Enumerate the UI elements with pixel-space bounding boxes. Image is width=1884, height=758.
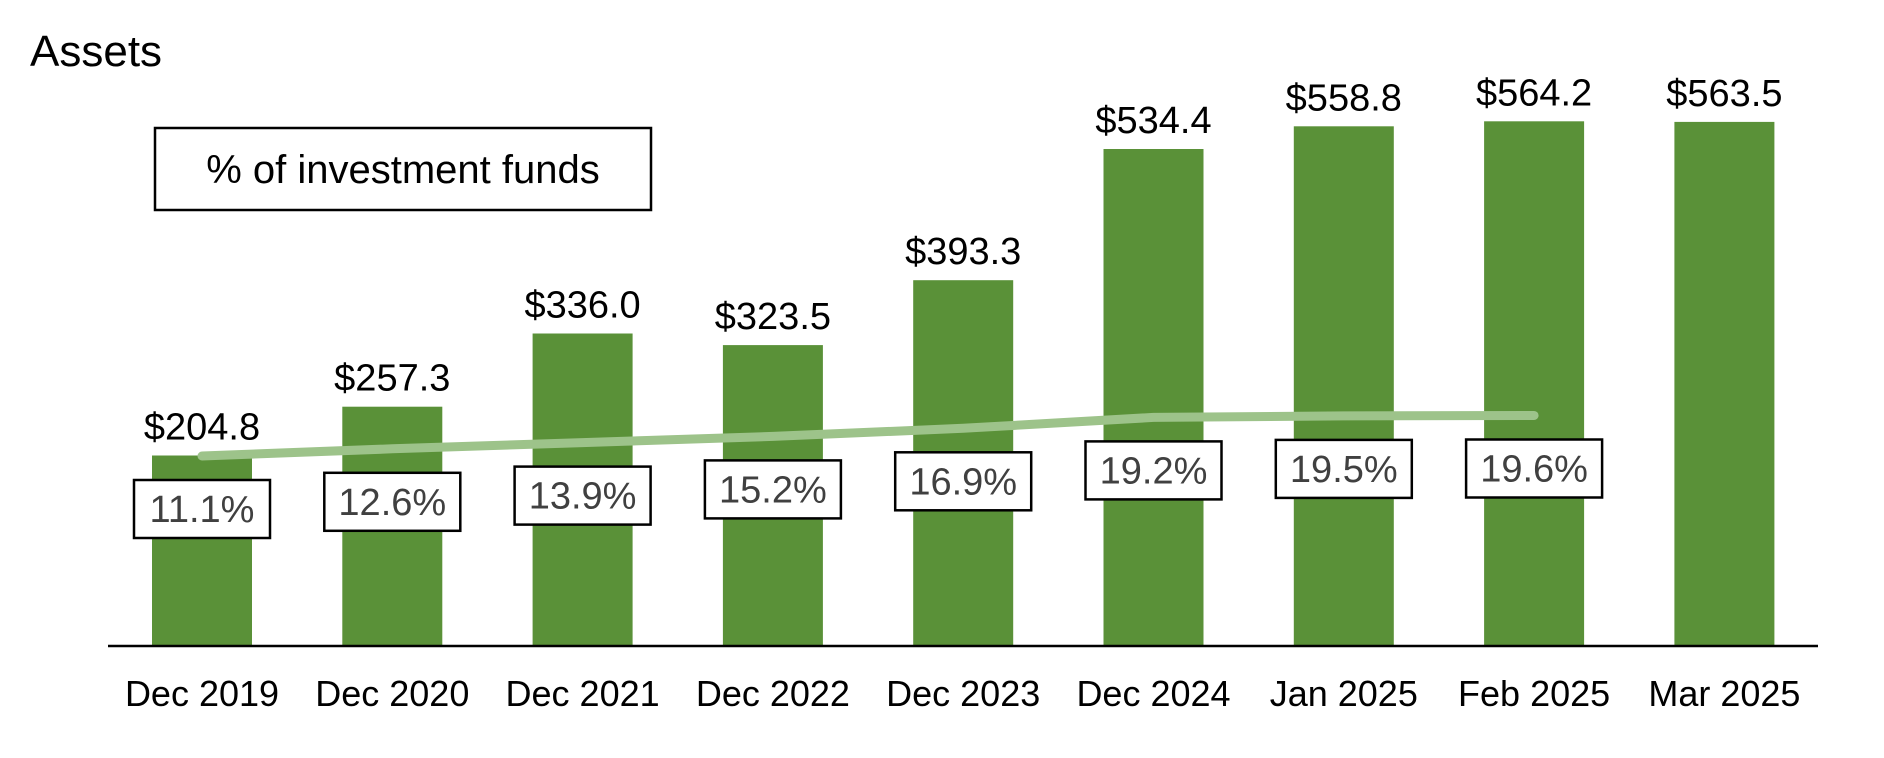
pct-label: 11.1% [150, 489, 255, 531]
bar [1484, 121, 1585, 647]
bar-value-label: $558.8 [1286, 77, 1402, 119]
pct-label: 13.9% [529, 476, 637, 518]
bar-value-label: $534.4 [1095, 100, 1211, 142]
x-tick-label: Dec 2021 [506, 673, 660, 714]
bar-value-label: $393.3 [905, 231, 1021, 273]
legend: % of investment funds [153, 126, 653, 212]
pct-label: 19.5% [1290, 449, 1398, 491]
x-tick-label: Dec 2024 [1076, 673, 1230, 714]
bar-value-label: $563.5 [1666, 73, 1782, 115]
legend-label: % of investment funds [206, 148, 600, 192]
pct-line [197, 411, 1539, 461]
pct-label-box [893, 451, 1033, 512]
x-tick-label: Jan 2025 [1270, 673, 1418, 714]
pct-label: 16.9% [909, 461, 1017, 503]
x-tick-label: Dec 2022 [696, 673, 850, 714]
pct-label-box [323, 471, 462, 533]
legend-box [153, 126, 653, 212]
pct-label: 19.2% [1100, 450, 1208, 492]
bar-value-label: $257.3 [334, 358, 450, 400]
bar-value-label: $204.8 [144, 407, 260, 449]
pct-label-box [513, 465, 652, 526]
bar-value-label: $564.2 [1476, 72, 1592, 114]
x-tick-label: Dec 2020 [315, 673, 469, 714]
labels: $204.8 Dec 2019 $257.3 Dec 2020 $336.0 Dec 20… [125, 72, 1801, 714]
bar [1674, 121, 1775, 646]
x-tick-label: Feb 2025 [1458, 673, 1610, 714]
x-tick-label: Dec 2023 [886, 673, 1040, 714]
bar [1103, 149, 1204, 646]
chart-title: Assets [30, 27, 162, 76]
x-tick-label: Mar 2025 [1648, 673, 1800, 714]
bar-value-label: $336.0 [524, 285, 640, 327]
pct-label: 15.2% [719, 469, 827, 511]
pct-label: 19.6% [1480, 449, 1588, 491]
pct-label-box [1084, 440, 1223, 501]
bar [1293, 126, 1394, 647]
bar-value-label: $323.5 [715, 296, 831, 338]
pct-label-box [132, 478, 272, 540]
x-tick-label: Dec 2019 [125, 673, 279, 714]
pct-label-box [1274, 438, 1414, 500]
pct-label-box [1464, 438, 1604, 499]
pct-label-box [703, 459, 843, 520]
pct-label: 12.6% [338, 482, 446, 524]
pct-line-path [197, 411, 1539, 461]
